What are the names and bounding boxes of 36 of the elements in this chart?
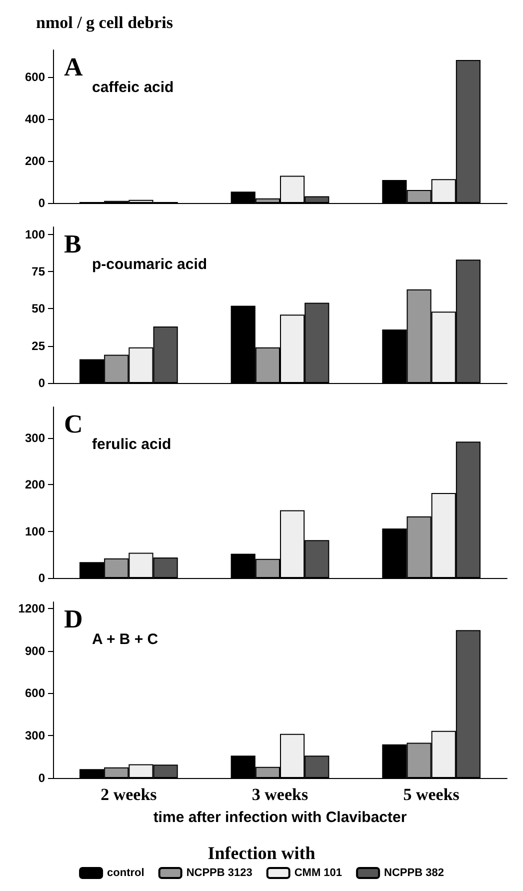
y-tick-label: 50 [32, 302, 46, 316]
x-tick-label: 2 weeks [100, 785, 158, 804]
y-tick-label: 0 [38, 376, 46, 390]
y-tick-label: 75 [32, 264, 46, 279]
y-tick-label: 900 [24, 644, 46, 658]
y-tick-label: 0 [38, 771, 46, 785]
chart-title: D [64, 604, 83, 634]
legend-label: control [107, 867, 144, 879]
y-tick-label: 400 [24, 112, 46, 126]
y-tick-label: 0 [38, 571, 46, 585]
y-tick-label: 200 [24, 478, 46, 492]
text: ferulic acid [92, 436, 172, 453]
text: A + B + C [92, 631, 158, 648]
x-axis-title: time after infection with Clavibacter [153, 809, 407, 826]
x-tick-label: 5 weeks [403, 785, 460, 804]
y-axis-title: nmol / g cell debris [36, 13, 174, 32]
y-tick-label: 25 [32, 338, 46, 353]
text: p-coumaric acid [92, 256, 208, 273]
y-tick-label: 600 [24, 686, 46, 700]
y-tick-label: 0 [38, 196, 46, 210]
y-tick-label: 300 [24, 728, 46, 743]
y-tick-label: 300 [24, 430, 46, 445]
chart-title: C [64, 410, 83, 438]
legend-label: CMM 101 [294, 867, 342, 879]
y-tick-label: 1200 [18, 601, 46, 616]
y-tick-label: 600 [24, 70, 46, 84]
chart-title: A [64, 52, 83, 82]
text: caffeic acid [92, 79, 174, 96]
legend-label: NCPPB 3123 [186, 867, 252, 879]
y-tick-label: 100 [24, 227, 46, 242]
y-tick-label: 200 [24, 154, 46, 168]
legend-label: NCPPB 382 [384, 867, 444, 879]
legend-title: Infection with [208, 843, 316, 863]
y-tick-label: 100 [24, 524, 46, 538]
x-tick-label: 3 weeks [252, 785, 308, 804]
chart-title: B [64, 230, 82, 258]
